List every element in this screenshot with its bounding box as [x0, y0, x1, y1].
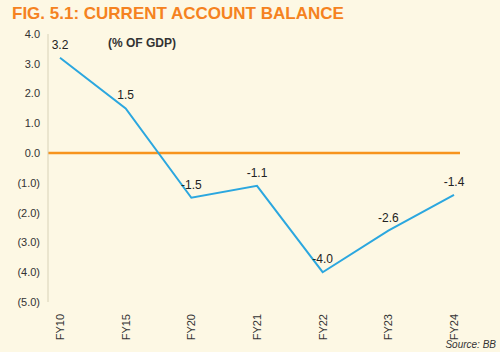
- svg-text:-1.4: -1.4: [444, 175, 465, 189]
- svg-text:-1.5: -1.5: [181, 178, 202, 192]
- html-text:FIG. 5.1: CURRENT ACCOUNT BALA: FIG. 5.1: CURRENT ACCOUNT BALANCE: [12, 4, 344, 23]
- svg-text:3.0: 3.0: [25, 58, 40, 70]
- svg-text:(3.0): (3.0): [17, 236, 40, 248]
- svg-text:FY10: FY10: [54, 314, 66, 340]
- svg-text:FY20: FY20: [185, 314, 197, 340]
- svg-text:1.5: 1.5: [117, 88, 134, 102]
- svg-text:3.2: 3.2: [52, 38, 69, 52]
- svg-text:1.0: 1.0: [25, 117, 40, 129]
- svg-text:2.0: 2.0: [25, 87, 40, 99]
- svg-text:FY24: FY24: [448, 314, 460, 340]
- svg-text:4.0: 4.0: [25, 28, 40, 40]
- svg-text:-2.6: -2.6: [378, 211, 399, 225]
- svg-text:FY23: FY23: [382, 314, 394, 340]
- svg-text:(2.0): (2.0): [17, 207, 40, 219]
- svg-text:FY21: FY21: [251, 314, 263, 340]
- html-text:Source: BB: Source: BB: [445, 339, 496, 350]
- svg-text:(4.0): (4.0): [17, 266, 40, 278]
- svg-text:(5.0): (5.0): [17, 296, 40, 308]
- svg-text:-4.0: -4.0: [312, 252, 333, 266]
- html-text:(% OF GDP): (% OF GDP): [108, 36, 176, 50]
- svg-text:FY15: FY15: [120, 314, 132, 340]
- svg-text:-1.1: -1.1: [247, 166, 268, 180]
- svg-text:FY22: FY22: [317, 314, 329, 340]
- svg-text:0.0: 0.0: [25, 147, 40, 159]
- svg-text:(1.0): (1.0): [17, 177, 40, 189]
